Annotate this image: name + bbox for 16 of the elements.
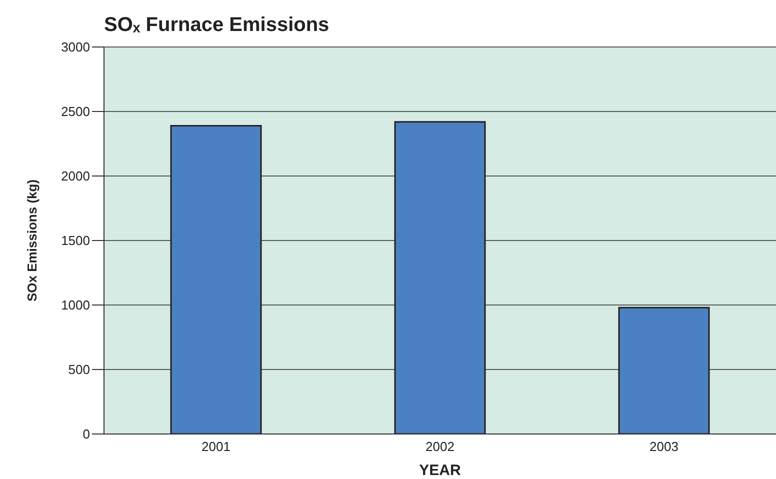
y-tick-label: 0 [82, 426, 90, 442]
y-tick-label: 2500 [61, 104, 90, 120]
y-tick-label: 1000 [61, 298, 90, 313]
x-tick-label: 2001 [202, 439, 230, 454]
y-tick-label: 500 [68, 362, 90, 378]
x-tick-label: 2002 [426, 439, 454, 454]
y-axis-title: SOx Emissions (kg) [24, 179, 40, 302]
bar [170, 124, 262, 434]
bar [618, 306, 710, 434]
bar [394, 121, 486, 434]
y-tick-label: 3000 [61, 40, 90, 55]
y-tick-label: 2000 [61, 168, 90, 184]
y-tick-label: 1500 [61, 233, 90, 248]
x-tick-label: 2003 [650, 439, 678, 454]
x-axis-title: YEAR [419, 462, 461, 479]
chart-title: SOₓ Furnace Emissions [104, 14, 330, 37]
